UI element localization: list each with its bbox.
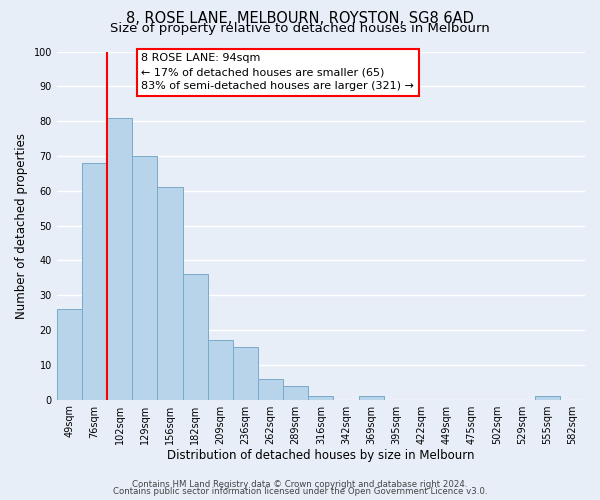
Bar: [233, 348, 258, 400]
Text: Size of property relative to detached houses in Melbourn: Size of property relative to detached ho…: [110, 22, 490, 35]
Y-axis label: Number of detached properties: Number of detached properties: [15, 132, 28, 318]
Bar: [208, 340, 233, 400]
Text: 8 ROSE LANE: 94sqm
← 17% of detached houses are smaller (65)
83% of semi-detache: 8 ROSE LANE: 94sqm ← 17% of detached hou…: [142, 53, 414, 91]
Bar: [157, 188, 182, 400]
Text: 8, ROSE LANE, MELBOURN, ROYSTON, SG8 6AD: 8, ROSE LANE, MELBOURN, ROYSTON, SG8 6AD: [126, 11, 474, 26]
Text: Contains HM Land Registry data © Crown copyright and database right 2024.: Contains HM Land Registry data © Crown c…: [132, 480, 468, 489]
Bar: [132, 156, 157, 400]
Text: Contains public sector information licensed under the Open Government Licence v3: Contains public sector information licen…: [113, 488, 487, 496]
Bar: [57, 309, 82, 400]
X-axis label: Distribution of detached houses by size in Melbourn: Distribution of detached houses by size …: [167, 450, 475, 462]
Bar: [359, 396, 384, 400]
Bar: [535, 396, 560, 400]
Bar: [82, 163, 107, 400]
Bar: [182, 274, 208, 400]
Bar: [283, 386, 308, 400]
Bar: [308, 396, 334, 400]
Bar: [258, 378, 283, 400]
Bar: [107, 118, 132, 400]
